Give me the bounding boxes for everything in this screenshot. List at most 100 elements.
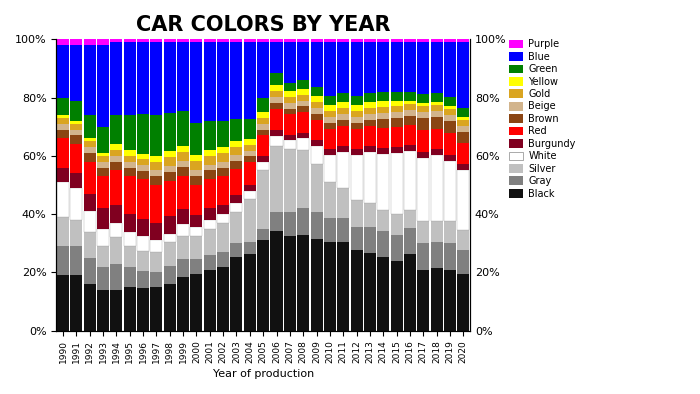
Bar	[284, 212, 296, 236]
Bar	[351, 105, 363, 111]
Bar	[204, 121, 216, 150]
Bar	[324, 123, 336, 128]
Bar	[351, 96, 363, 105]
Bar	[244, 162, 256, 185]
Bar	[430, 105, 442, 111]
Bar	[351, 149, 363, 155]
Bar	[217, 153, 229, 162]
Bar	[417, 39, 429, 43]
Bar	[270, 39, 283, 43]
Bar	[230, 39, 242, 42]
Bar	[111, 150, 122, 156]
Bar	[324, 128, 336, 149]
Bar	[311, 164, 323, 212]
Bar	[391, 261, 402, 331]
Bar	[190, 155, 202, 161]
Bar	[164, 284, 176, 331]
Bar	[270, 109, 283, 130]
Bar	[177, 176, 189, 209]
Bar	[444, 161, 456, 221]
Bar	[204, 165, 216, 171]
Bar	[337, 126, 349, 147]
Bar	[351, 227, 363, 251]
Bar	[257, 98, 270, 112]
Bar	[137, 171, 149, 179]
Bar	[111, 156, 122, 162]
Bar	[457, 108, 469, 117]
Bar	[377, 154, 389, 210]
Bar	[111, 42, 122, 115]
Bar	[364, 102, 376, 108]
Bar	[57, 45, 69, 98]
Bar	[57, 182, 69, 217]
Bar	[84, 45, 96, 115]
Bar	[391, 153, 402, 214]
Bar	[150, 115, 162, 156]
Bar	[190, 123, 202, 155]
Bar	[257, 118, 270, 124]
Bar	[404, 145, 416, 151]
Bar	[111, 290, 122, 331]
Bar	[71, 45, 83, 100]
Bar	[324, 218, 336, 242]
Bar	[377, 230, 389, 257]
Bar	[298, 132, 309, 138]
Bar	[164, 39, 176, 42]
Bar	[324, 149, 336, 155]
Bar	[124, 39, 136, 42]
Bar	[444, 97, 456, 106]
Bar	[244, 151, 256, 156]
Bar	[257, 136, 270, 156]
Bar	[150, 272, 162, 287]
Bar	[430, 128, 442, 149]
Bar	[190, 39, 202, 42]
Bar	[137, 236, 149, 251]
Bar	[137, 288, 149, 331]
Bar	[111, 264, 122, 290]
Bar	[311, 87, 323, 96]
Bar	[298, 150, 309, 208]
Bar	[111, 238, 122, 264]
Bar	[377, 107, 389, 113]
Bar	[351, 111, 363, 117]
Bar	[377, 101, 389, 107]
Bar	[351, 42, 363, 96]
Bar	[311, 147, 323, 164]
Bar	[430, 102, 442, 105]
Bar	[217, 121, 229, 147]
Bar	[417, 243, 429, 270]
Bar	[377, 119, 389, 128]
Bar	[430, 117, 442, 128]
Bar	[84, 232, 96, 258]
Bar	[324, 111, 336, 117]
Bar	[270, 85, 283, 91]
Bar	[57, 275, 69, 331]
Bar	[124, 214, 136, 232]
Bar	[444, 109, 456, 115]
Bar	[324, 117, 336, 123]
Bar	[164, 234, 176, 242]
Bar	[364, 152, 376, 203]
Bar	[311, 42, 323, 87]
Bar	[57, 130, 69, 138]
Bar	[391, 106, 402, 112]
Bar	[284, 236, 296, 331]
Bar	[364, 113, 376, 120]
Bar	[177, 236, 189, 259]
Bar	[337, 108, 349, 113]
Bar	[244, 39, 256, 42]
Bar	[404, 110, 416, 116]
Bar	[177, 224, 189, 236]
Bar	[124, 246, 136, 267]
Bar	[57, 98, 69, 115]
Title: CAR COLORS BY YEAR: CAR COLORS BY YEAR	[136, 15, 391, 35]
Bar	[404, 104, 416, 110]
Bar	[217, 267, 229, 331]
Bar	[204, 150, 216, 156]
Bar	[57, 39, 69, 45]
Bar	[364, 147, 376, 152]
Bar	[71, 130, 83, 136]
Bar	[284, 109, 296, 114]
Bar	[84, 147, 96, 153]
Bar	[417, 270, 429, 331]
